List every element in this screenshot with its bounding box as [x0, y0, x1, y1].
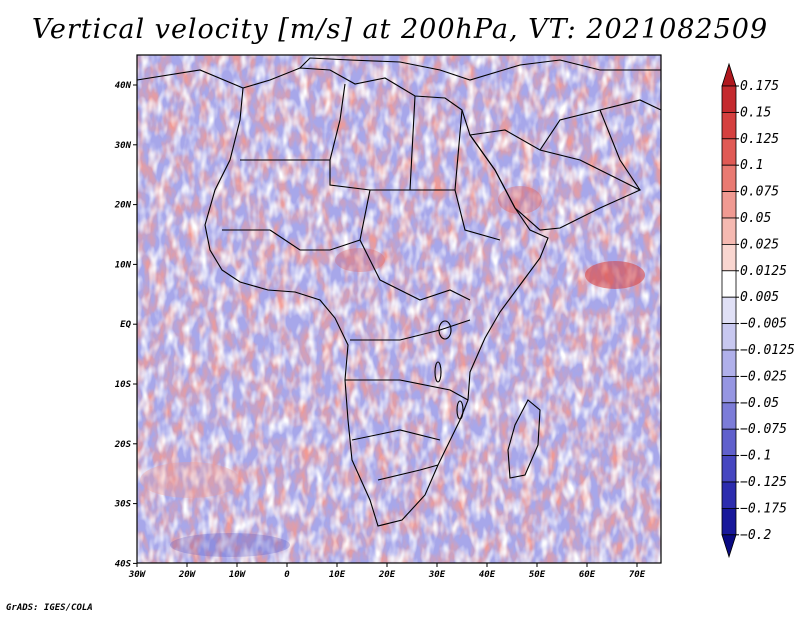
colorbar-label: −0.025	[740, 369, 787, 384]
longitude-axis: 30W 20W 10W 0 10E 20E 30E 40E 50E 60E 70E	[128, 563, 646, 580]
lon-tick-label: 50E	[529, 570, 546, 580]
lon-tick-label: 20W	[178, 570, 197, 580]
lon-tick-label: 30E	[428, 570, 446, 580]
colorbar-label: 0.175	[740, 79, 779, 94]
map-title: Vertical velocity [m/s] at 200hPa, VT: 2…	[31, 14, 769, 45]
lon-tick-label: 40E	[479, 570, 496, 580]
lon-tick-label: 10W	[229, 570, 247, 580]
lat-tick-label: 10S	[115, 380, 132, 390]
colorbar-swatch	[721, 507, 737, 536]
colorbar-swatch	[721, 138, 737, 166]
lon-tick-label: 0	[284, 570, 290, 580]
lat-tick-label: 10N	[115, 260, 132, 270]
colorbar-bottom-arrow	[721, 534, 737, 559]
colorbar-label: −0.05	[740, 396, 779, 411]
lat-tick-label: 20N	[114, 201, 132, 211]
lon-tick-label: 60E	[579, 570, 596, 580]
colorbar-label: −0.005	[740, 317, 787, 332]
colorbar-label: −0.1	[740, 449, 771, 464]
lat-tick-label: 40S	[115, 559, 132, 569]
colorbar-swatch	[721, 455, 737, 483]
colorbar-label: 0.1	[740, 158, 763, 173]
colorbar-label: −0.2	[740, 528, 771, 543]
colorbar-swatch	[721, 270, 737, 298]
colorbar-label: −0.175	[740, 501, 787, 516]
colorbar-swatch	[721, 85, 737, 113]
colorbar-swatch	[721, 296, 737, 325]
latitude-axis: 40N 30N 20N 10N EQ 10S 20S 30S 40S	[114, 81, 137, 569]
lat-tick-label: 40N	[115, 81, 132, 91]
colorbar-label: 0.0125	[740, 264, 787, 279]
colorbar-label: 0.005	[740, 290, 779, 305]
colorbar-swatch	[721, 243, 737, 272]
lon-tick-label: 20E	[378, 570, 396, 580]
colorbar-label: 0.025	[740, 237, 779, 252]
colorbar-label: 0.15	[740, 105, 771, 120]
colorbar-swatch	[721, 375, 737, 404]
colorbar-swatch	[721, 164, 737, 192]
colorbar-label: −0.0125	[740, 343, 795, 358]
lon-tick-label: 70E	[629, 570, 646, 580]
colorbar-swatch	[721, 481, 737, 509]
colorbar-swatch	[721, 191, 737, 219]
colorbar-swatch	[721, 112, 737, 140]
colorbar-label: 0.075	[740, 185, 779, 200]
colorbar-swatch	[721, 323, 737, 351]
colorbar-label: −0.075	[740, 422, 787, 437]
lat-tick-label: 20S	[114, 440, 132, 450]
coastlines	[137, 57, 661, 527]
colorbar: 0.175 0.15 0.125 0.1 0.075 0.05 0.025 0.0125 0.0…	[721, 62, 795, 559]
colorbar-label: −0.125	[740, 475, 787, 490]
lon-tick-label: 30W	[128, 570, 147, 580]
vertical-velocity-field	[137, 55, 661, 563]
colorbar-swatch	[721, 402, 737, 430]
colorbar-label: 0.05	[740, 211, 771, 226]
lat-tick-label: EQ	[120, 320, 131, 330]
colorbar-swatch	[721, 217, 737, 245]
lon-tick-label: 10E	[329, 570, 346, 580]
lat-tick-label: 30S	[114, 500, 132, 510]
colorbar-top-arrow	[721, 62, 737, 87]
colorbar-swatch	[721, 428, 737, 457]
colorbar-swatch	[721, 349, 737, 377]
map-frame	[136, 54, 662, 564]
lat-tick-label: 30N	[114, 141, 132, 151]
grads-credit: GrADS: IGES/COLA	[6, 603, 93, 613]
colorbar-label: 0.125	[740, 132, 779, 147]
